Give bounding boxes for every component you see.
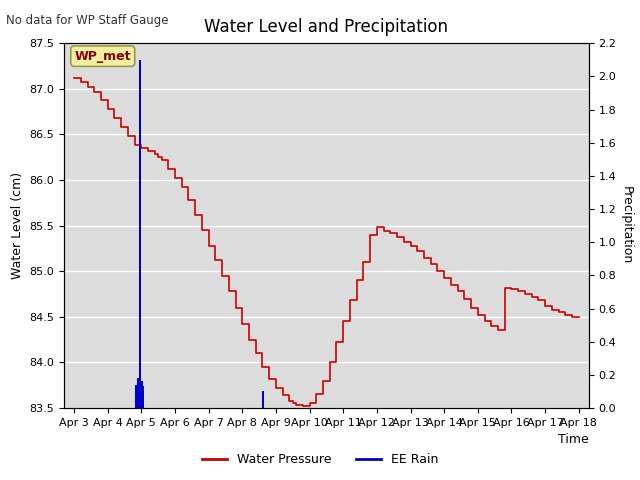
Text: WP_met: WP_met bbox=[74, 49, 131, 62]
Bar bbox=[142, 386, 144, 408]
Legend: Water Pressure, EE Rain: Water Pressure, EE Rain bbox=[196, 448, 444, 471]
Bar bbox=[140, 382, 143, 408]
Bar bbox=[135, 385, 138, 408]
Bar bbox=[262, 391, 264, 408]
Title: Water Level and Precipitation: Water Level and Precipitation bbox=[204, 18, 449, 36]
Y-axis label: Water Level (cm): Water Level (cm) bbox=[11, 172, 24, 279]
Y-axis label: Precipitation: Precipitation bbox=[620, 186, 633, 265]
Bar bbox=[138, 60, 141, 408]
X-axis label: Time: Time bbox=[558, 433, 589, 446]
Text: No data for WP Staff Gauge: No data for WP Staff Gauge bbox=[6, 14, 169, 27]
Bar bbox=[137, 378, 139, 408]
